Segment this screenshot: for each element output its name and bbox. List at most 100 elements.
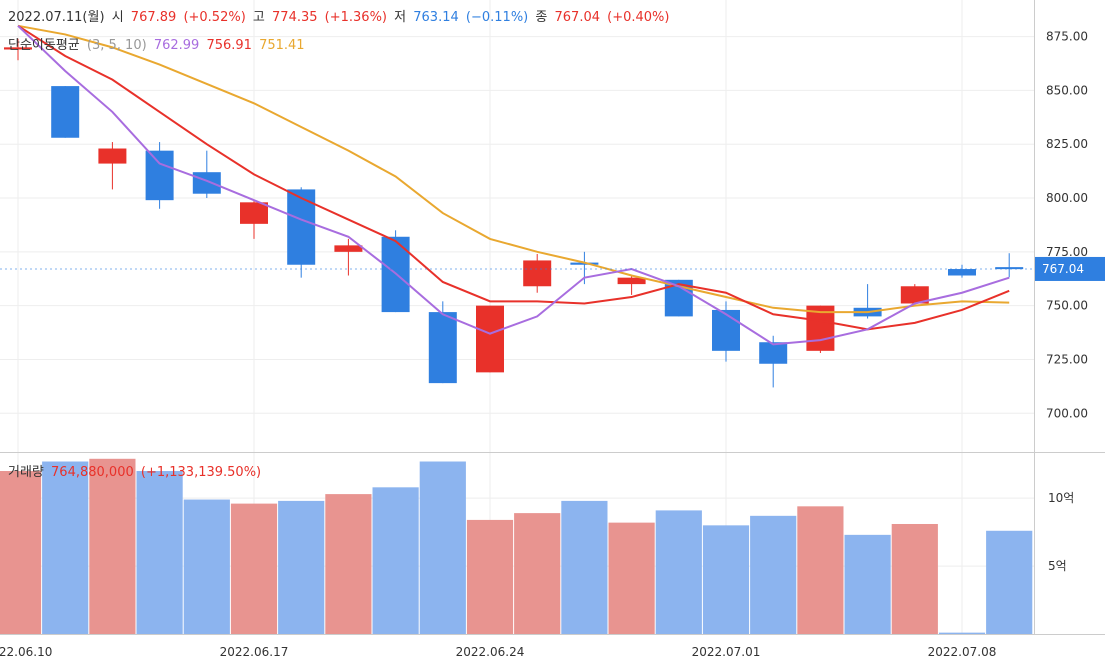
candle-body [617,277,646,285]
candle [476,305,504,373]
volume-bar [42,461,89,634]
price-tick-label: 725.00 [1046,352,1088,366]
candle [712,301,740,362]
candle-body [51,86,80,138]
candle [287,187,316,278]
last-price-tag: 767.04 [1035,256,1105,281]
candle-body [192,172,221,194]
candle [806,305,835,353]
candle-body [806,305,835,351]
candle-body [287,189,316,265]
price-tick-label: 875.00 [1046,30,1088,44]
candle-body [523,260,552,287]
candle [334,238,363,276]
price-tick-label: 825.00 [1046,137,1088,151]
date-label: 2022.07.11(월) [8,10,105,25]
low-label: 저 [394,10,407,25]
candle [381,230,410,313]
candle [948,264,976,278]
volume-tick-label: 10억 [1048,491,1074,505]
candle-body [948,269,976,276]
candle [900,284,929,304]
candle-body [428,312,457,384]
candle [51,86,80,138]
close-change: (+0.40%) [607,10,670,25]
candle-body [98,148,127,164]
volume-bar [750,515,797,634]
volume-value: 764,880,000 [51,465,134,480]
date-tick-label: 2022.06.10 [0,645,52,659]
candle [98,142,127,190]
ma10-line [17,24,1010,314]
low-change: (−0.11%) [465,10,529,25]
ma10-value: 751.41 [259,38,305,53]
volume-bar [702,525,750,634]
volume-bar [278,500,325,634]
date-tick-label: 2022.07.01 [692,645,761,659]
volume-bar [419,461,466,634]
candle [523,253,552,293]
price-tick-label: 800.00 [1046,191,1088,205]
volume-bar [466,519,514,634]
volume-bar [797,506,844,634]
moving-average-legend[interactable]: 단순이동평균 (3, 5, 10) 762.99 756.91 751.41 [8,34,308,53]
volume-title: 거래량 [8,465,44,480]
date-tick-label: 2022.07.08 [928,645,997,659]
volume-bar [561,500,608,634]
volume-bar [89,458,136,634]
candle-body [476,305,504,373]
last-price-tag-text: 767.04 [1042,262,1084,276]
candle-body [900,286,929,304]
volume-bar [183,499,230,634]
close-value: 767.04 [554,10,601,25]
ma5-value: 756.91 [206,38,252,53]
candle [240,200,268,239]
candle-body [712,309,740,351]
volume-bars [0,458,1033,634]
price-info-header: 2022.07.11(월) 시 767.89 (+0.52%) 고 774.35… [8,6,672,25]
high-change: (+1.36%) [324,10,388,25]
price-tick-label: 850.00 [1046,83,1088,97]
open-label: 시 [111,10,124,25]
candle [4,38,32,61]
volume-bar [136,471,183,634]
candle-body [145,150,174,201]
candle [995,253,1024,278]
candle [617,275,646,295]
volume-bar [891,523,938,634]
volume-bar [514,513,561,634]
high-label: 고 [252,10,265,25]
close-label: 종 [535,10,548,25]
low-value: 763.14 [413,10,459,25]
candle-body [759,342,788,364]
candle-body [570,262,599,265]
candle [853,284,882,319]
candle-body [240,202,268,224]
ma5-line [17,24,1010,331]
ma-periods: (3, 5, 10) [86,38,147,53]
candle [145,142,174,209]
candlestick-series [4,38,1024,388]
candle-body [334,245,363,252]
ma-title: 단순이동평균 [8,38,80,53]
open-value: 767.89 [130,10,177,25]
volume-bar [608,522,655,634]
candle [192,150,221,199]
volume-change: (+1,133,139.50%) [140,465,262,480]
date-tick-label: 2022.06.17 [220,645,289,659]
volume-bar [986,530,1033,634]
volume-bar [0,471,42,634]
ma3-line [17,25,1010,346]
volume-bar [372,487,419,634]
high-value: 774.35 [272,10,318,25]
volume-bar [844,534,891,634]
ma3-value: 762.99 [153,38,200,53]
candle [570,251,599,285]
candle-body [995,267,1024,270]
volume-legend[interactable]: 거래량 764,880,000 (+1,133,139.50%) [8,461,264,480]
volume-bar [938,632,986,634]
moving-average-lines [17,24,1010,346]
price-tick-label: 700.00 [1046,406,1088,420]
